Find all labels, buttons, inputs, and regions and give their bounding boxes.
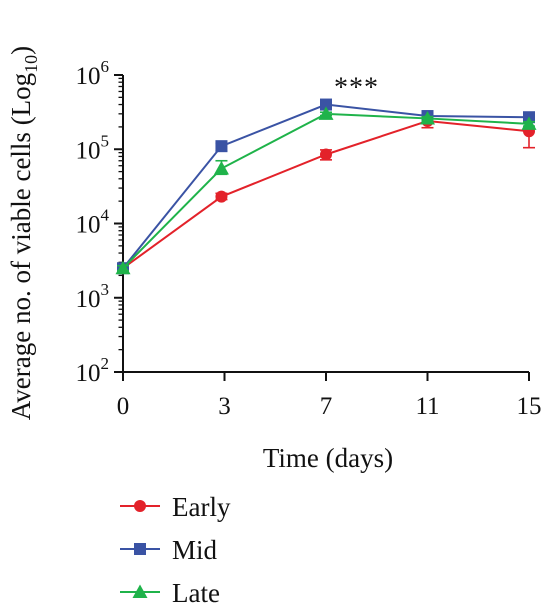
series-late (115, 106, 537, 275)
legend-item-mid: Mid (120, 535, 218, 565)
data-point (213, 161, 229, 175)
legend: Early Mid Late (120, 492, 231, 608)
data-point (215, 140, 228, 153)
data-point (420, 110, 435, 125)
x-tick-label: 7 (320, 393, 333, 420)
y-axis-label-subscript: 10 (21, 55, 41, 73)
x-axis: 0 3 7 11 15 (117, 371, 542, 420)
x-tick-label: 11 (415, 393, 439, 420)
series-early (117, 114, 535, 275)
y-tick-label: 105 (76, 131, 110, 164)
annotation-layer: *** (334, 73, 379, 104)
legend-label: Late (172, 578, 220, 608)
data-point (320, 98, 332, 111)
data-point (320, 148, 332, 161)
data-point (215, 190, 228, 203)
legend-label: Mid (172, 535, 218, 565)
y-tick-label: 106 (76, 57, 110, 90)
y-axis-label-close: ) (6, 46, 36, 55)
series-line (122, 112, 530, 269)
significance-annotation: *** (334, 73, 379, 104)
legend-marker (132, 584, 148, 598)
series-line (122, 103, 530, 269)
y-axis-label: Average no. of viable cells (Log10) (6, 46, 41, 420)
y-axis-label-text: Average no. of viable cells (Log (6, 73, 36, 420)
data-point (115, 260, 131, 275)
data-point (521, 116, 537, 130)
series-line (122, 120, 530, 270)
legend-marker (134, 543, 146, 555)
y-tick-label: 102 (76, 354, 110, 387)
y-tick-label: 104 (76, 206, 110, 239)
x-axis-label: Time (days) (263, 443, 393, 473)
series-layer (115, 98, 537, 275)
legend-item-early: Early (120, 492, 231, 522)
data-point (318, 106, 334, 120)
legend-item-late: Late (120, 578, 220, 608)
x-tick-label: 15 (517, 393, 542, 420)
y-axis: 102 103 104 105 106 (76, 57, 124, 387)
x-tick-label: 0 (117, 393, 130, 420)
legend-label: Early (172, 492, 231, 522)
x-tick-label: 3 (218, 393, 231, 420)
legend-marker (134, 500, 146, 512)
y-tick-label: 103 (76, 280, 110, 313)
